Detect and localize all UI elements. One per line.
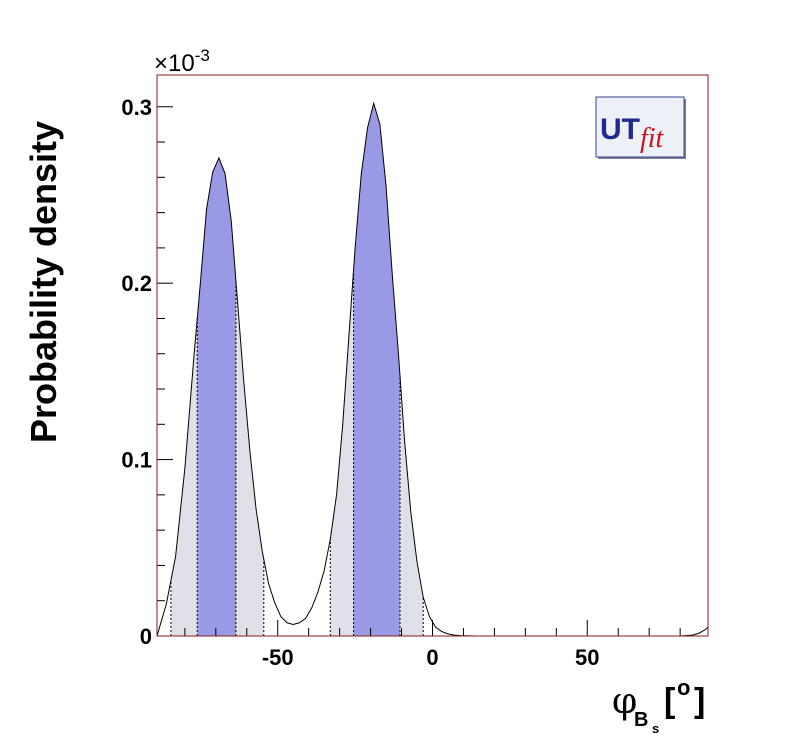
y-tick-label: 0.3 bbox=[121, 95, 152, 120]
x-axis-unit-open: [ bbox=[664, 682, 675, 720]
credible-region-68 bbox=[197, 103, 400, 637]
x-axis-unit-degree: o bbox=[677, 675, 690, 700]
x-axis-subsubscript: s bbox=[652, 721, 659, 736]
x-tick-label: 0 bbox=[426, 645, 438, 670]
region-68-band-1 bbox=[197, 157, 236, 637]
y-tick-label: 0.2 bbox=[121, 271, 152, 296]
tick-labels: -50 0 50 0 0.1 0.2 0.3 bbox=[121, 95, 599, 670]
axis-ticks bbox=[157, 106, 681, 637]
y-tick-label: 0 bbox=[140, 624, 152, 649]
y-axis-title: Probability density bbox=[23, 121, 64, 443]
y-tick-label: 0.1 bbox=[121, 448, 152, 473]
x-axis-unit-close: ] bbox=[694, 682, 705, 720]
plot-frame bbox=[156, 74, 709, 637]
x-axis-symbol: φ bbox=[612, 681, 637, 722]
svg-text:fit: fit bbox=[640, 123, 665, 154]
x-axis-title: φ B s [ o ] bbox=[612, 675, 705, 736]
x-tick-label: -50 bbox=[262, 645, 294, 670]
x-tick-label: 50 bbox=[575, 645, 599, 670]
region-68-band-2 bbox=[353, 103, 400, 637]
region-boundary-lines bbox=[170, 269, 424, 636]
y-axis-exponent-label: ×10-3 bbox=[154, 46, 210, 77]
svg-text:UT: UT bbox=[600, 113, 640, 146]
x-axis-subscript: B bbox=[634, 709, 648, 731]
utfit-logo: UT fit bbox=[595, 96, 686, 159]
